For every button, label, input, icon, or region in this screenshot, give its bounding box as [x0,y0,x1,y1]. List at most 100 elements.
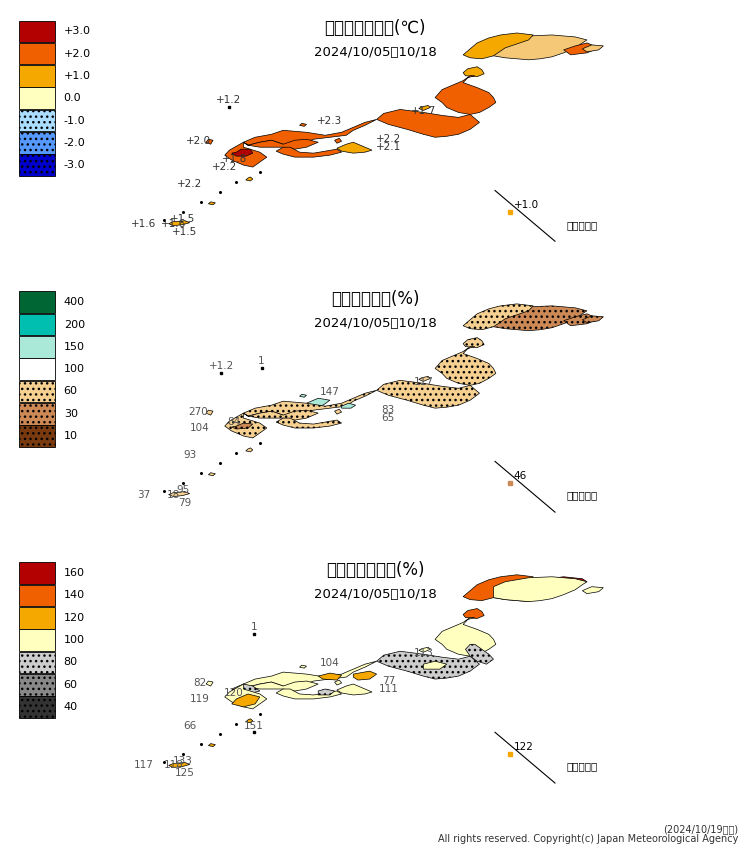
Polygon shape [232,694,260,707]
FancyBboxPatch shape [19,336,55,358]
Text: 日照時間平年比(%): 日照時間平年比(%) [326,561,424,579]
Polygon shape [244,661,376,689]
Polygon shape [464,338,484,347]
Text: +1.6: +1.6 [130,218,156,229]
Text: 10: 10 [64,431,78,441]
FancyBboxPatch shape [19,697,55,718]
Text: -3.0: -3.0 [64,160,86,170]
Text: +1.7: +1.7 [411,107,436,116]
FancyBboxPatch shape [19,585,55,606]
Text: +1.0: +1.0 [64,71,91,81]
Text: 77: 77 [382,676,395,686]
Polygon shape [246,448,253,452]
Polygon shape [276,418,341,428]
Text: 降水量平年比(%): 降水量平年比(%) [331,290,419,308]
Text: 83: 83 [382,405,395,415]
Polygon shape [318,673,341,680]
Polygon shape [466,644,494,664]
Polygon shape [169,221,190,225]
FancyBboxPatch shape [19,88,55,109]
Polygon shape [464,609,484,618]
Text: 111: 111 [379,684,398,694]
Polygon shape [244,139,318,149]
Polygon shape [169,492,190,496]
Text: 117: 117 [134,760,153,771]
Polygon shape [276,689,341,699]
Polygon shape [376,109,479,138]
Text: 66: 66 [183,721,196,731]
Text: +1.5: +1.5 [172,226,198,237]
Text: 60: 60 [64,679,78,690]
Polygon shape [464,304,533,329]
Text: 2024/10/05～10/18: 2024/10/05～10/18 [314,46,436,58]
Text: +1.2: +1.2 [209,361,234,372]
Polygon shape [464,67,484,77]
Text: +2.0: +2.0 [185,136,211,146]
Polygon shape [424,661,447,669]
FancyBboxPatch shape [19,65,55,87]
Polygon shape [244,410,318,420]
Text: All rights reserved. Copyright(c) Japan Meteorological Agency: All rights reserved. Copyright(c) Japan … [438,834,739,845]
Text: -1.0: -1.0 [64,115,86,126]
Polygon shape [169,763,190,767]
Polygon shape [209,202,215,205]
Text: +1.8: +1.8 [221,154,247,164]
Polygon shape [244,681,318,691]
Polygon shape [209,744,215,746]
Text: 160: 160 [64,568,85,578]
FancyBboxPatch shape [19,132,55,154]
Polygon shape [376,651,479,679]
Text: 18: 18 [166,489,180,500]
Text: 79: 79 [178,497,192,507]
Text: 1: 1 [258,356,265,366]
Text: (2024/10/19更新): (2024/10/19更新) [664,824,739,834]
Polygon shape [353,671,376,680]
Polygon shape [206,681,213,686]
Polygon shape [307,398,330,406]
Polygon shape [334,680,341,685]
Polygon shape [564,43,598,55]
Text: 104: 104 [190,423,209,433]
FancyBboxPatch shape [19,674,55,696]
FancyBboxPatch shape [19,630,55,651]
Text: +2.2: +2.2 [376,134,401,144]
Text: 113: 113 [413,648,434,658]
Polygon shape [419,648,430,652]
FancyBboxPatch shape [19,607,55,629]
Polygon shape [435,347,496,385]
Text: 100: 100 [64,635,85,645]
Text: +2.2: +2.2 [212,162,237,172]
Polygon shape [246,719,253,722]
Text: 小笠原諸島: 小笠原諸島 [566,220,598,230]
Polygon shape [244,120,376,147]
Polygon shape [419,377,430,381]
Polygon shape [419,106,430,110]
Text: 小笠原諸島: 小笠原諸島 [566,491,598,501]
Text: 80: 80 [64,657,78,667]
Text: +2.1: +2.1 [376,142,401,152]
Text: 30: 30 [64,408,78,419]
FancyBboxPatch shape [19,110,55,132]
Text: 118: 118 [164,760,183,771]
Text: 122: 122 [514,742,533,752]
Polygon shape [299,665,307,668]
Polygon shape [284,403,302,409]
Polygon shape [494,590,540,602]
Text: 93: 93 [183,450,196,460]
Text: 150: 150 [64,341,85,352]
Polygon shape [337,684,372,695]
FancyBboxPatch shape [19,21,55,42]
Polygon shape [464,33,533,58]
Polygon shape [276,147,341,157]
Text: 140: 140 [64,591,85,600]
FancyBboxPatch shape [19,381,55,402]
Polygon shape [435,617,496,656]
Text: 120: 120 [224,688,244,697]
Text: +2.3: +2.3 [317,116,343,126]
Text: -2.0: -2.0 [64,138,86,148]
Polygon shape [334,138,341,144]
Polygon shape [494,577,587,602]
Text: 82: 82 [193,678,206,688]
Polygon shape [435,76,496,114]
Text: 400: 400 [64,298,85,307]
